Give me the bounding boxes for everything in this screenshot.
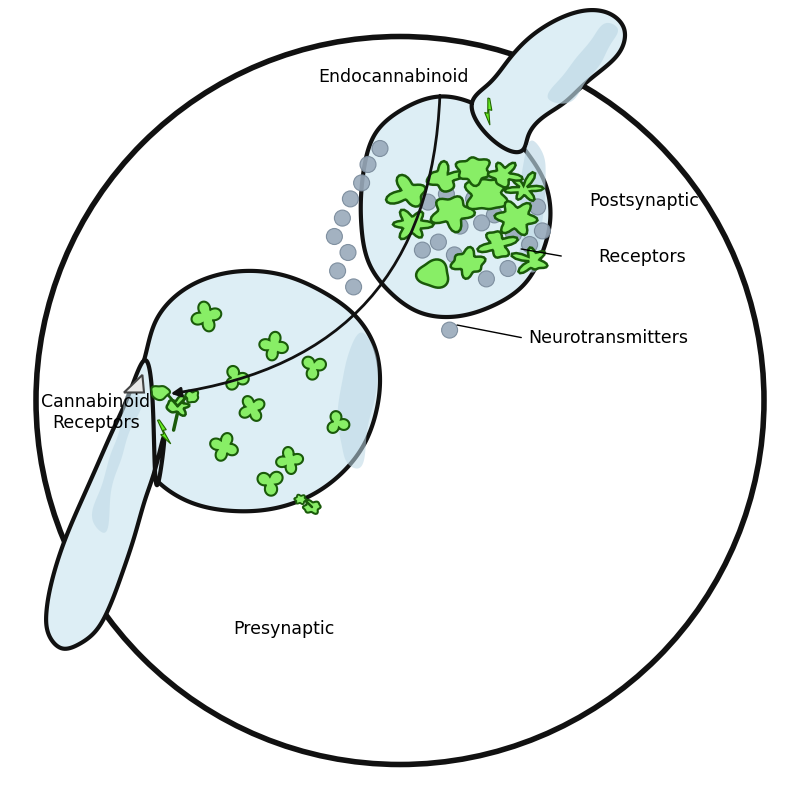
Polygon shape <box>258 472 282 496</box>
Circle shape <box>326 228 342 244</box>
Circle shape <box>442 322 458 338</box>
Circle shape <box>506 226 522 242</box>
Circle shape <box>522 236 538 252</box>
Text: Receptors: Receptors <box>598 248 686 265</box>
Polygon shape <box>166 396 190 416</box>
Polygon shape <box>124 375 144 392</box>
Circle shape <box>414 242 430 258</box>
Polygon shape <box>276 447 303 474</box>
Circle shape <box>430 234 446 250</box>
Circle shape <box>474 215 490 231</box>
Polygon shape <box>485 98 492 125</box>
FancyArrowPatch shape <box>174 95 440 396</box>
Circle shape <box>438 186 454 202</box>
Circle shape <box>36 37 764 764</box>
Circle shape <box>360 156 376 172</box>
Polygon shape <box>465 179 508 209</box>
Polygon shape <box>210 433 238 461</box>
Polygon shape <box>519 140 546 272</box>
Circle shape <box>372 140 388 156</box>
Polygon shape <box>488 163 522 187</box>
Polygon shape <box>430 196 475 232</box>
Text: Presynaptic: Presynaptic <box>234 619 334 638</box>
Polygon shape <box>186 391 198 402</box>
Polygon shape <box>327 411 350 433</box>
Circle shape <box>346 279 362 295</box>
Polygon shape <box>478 231 518 258</box>
Polygon shape <box>472 10 625 152</box>
Polygon shape <box>386 175 426 207</box>
Circle shape <box>330 263 346 279</box>
Polygon shape <box>416 260 448 288</box>
Circle shape <box>500 260 516 276</box>
Circle shape <box>466 191 482 207</box>
Polygon shape <box>259 332 288 360</box>
Polygon shape <box>303 500 321 514</box>
Circle shape <box>446 247 462 263</box>
Circle shape <box>534 223 550 239</box>
Polygon shape <box>158 420 170 444</box>
Polygon shape <box>226 366 249 389</box>
Polygon shape <box>427 161 466 191</box>
Circle shape <box>420 194 436 210</box>
Polygon shape <box>548 23 618 103</box>
Polygon shape <box>130 271 380 511</box>
Polygon shape <box>450 247 486 279</box>
Polygon shape <box>151 386 170 400</box>
Circle shape <box>354 175 370 191</box>
Polygon shape <box>302 356 326 380</box>
Polygon shape <box>92 391 142 533</box>
Circle shape <box>478 271 494 287</box>
Text: Cannabinoid
Receptors: Cannabinoid Receptors <box>42 393 150 432</box>
Polygon shape <box>494 201 538 235</box>
Circle shape <box>340 244 356 260</box>
Polygon shape <box>393 210 434 239</box>
Circle shape <box>530 199 546 215</box>
Text: Postsynaptic: Postsynaptic <box>589 191 699 210</box>
Circle shape <box>342 191 358 207</box>
Circle shape <box>452 218 468 234</box>
Circle shape <box>334 210 350 226</box>
Polygon shape <box>361 96 550 317</box>
Polygon shape <box>191 302 222 332</box>
Text: Endocannabinoid: Endocannabinoid <box>318 67 469 86</box>
Polygon shape <box>456 158 490 186</box>
Polygon shape <box>512 248 547 273</box>
Polygon shape <box>46 360 164 649</box>
Polygon shape <box>338 332 378 469</box>
Circle shape <box>486 207 502 223</box>
Polygon shape <box>505 172 543 201</box>
Polygon shape <box>240 396 264 421</box>
Polygon shape <box>294 495 306 504</box>
Text: Neurotransmitters: Neurotransmitters <box>528 329 688 347</box>
